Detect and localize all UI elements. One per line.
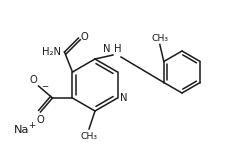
Text: CH₃: CH₃ [151,33,168,43]
Text: CH₃: CH₃ [80,132,97,141]
Text: O: O [30,75,37,85]
Text: −: − [42,81,49,90]
Text: Na: Na [14,125,29,135]
Text: H: H [114,44,122,54]
Text: O: O [36,115,44,125]
Text: N: N [103,44,110,54]
Text: +: + [28,120,35,129]
Text: N: N [119,93,127,103]
Text: O: O [80,32,88,42]
Text: H₂N: H₂N [43,47,61,57]
